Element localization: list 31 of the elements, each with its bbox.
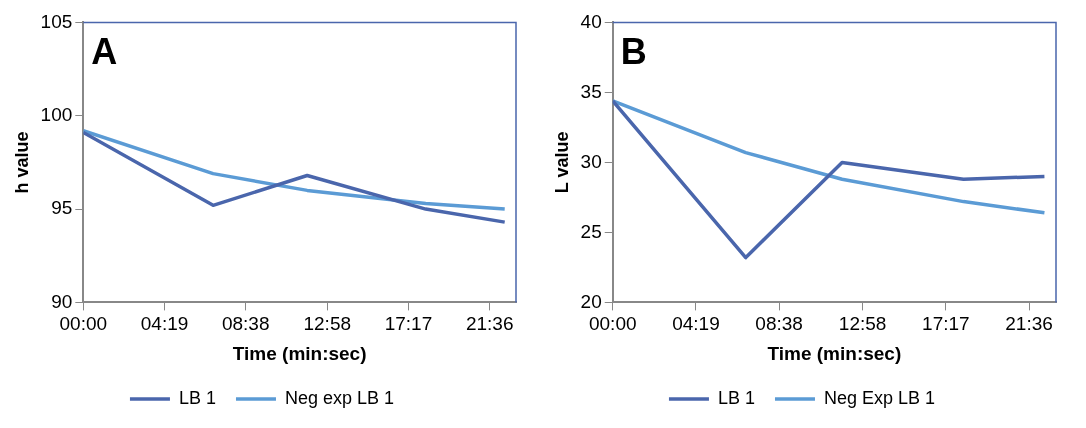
x-tick-label: 21:36 [465, 313, 514, 335]
y-tick-label: 25 [580, 220, 602, 242]
y-axis-title: L value [551, 131, 572, 194]
legend-label: LB 1 [717, 387, 755, 408]
y-tick-label: 90 [51, 290, 73, 312]
x-tick-label: 04:19 [140, 313, 189, 335]
legend-label: Neg exp LB 1 [284, 387, 395, 408]
y-tick-label: 95 [51, 197, 73, 219]
y-tick-label: 35 [580, 80, 602, 102]
x-tick-label: 00:00 [59, 313, 108, 335]
y-tick-label: 30 [580, 150, 602, 172]
x-axis-title: Time (min:sec) [767, 342, 902, 364]
y-tick-label: 40 [580, 10, 602, 32]
y-axis-title: h value [11, 131, 32, 194]
x-tick-label: 17:17 [922, 313, 970, 335]
chart-title: A [91, 31, 118, 73]
x-tick-label: 00:00 [588, 313, 637, 335]
legend-label: Neg Exp LB 1 [823, 387, 936, 408]
x-tick-label: 21:36 [1005, 313, 1053, 335]
y-tick-label: 20 [580, 290, 602, 312]
x-tick-label: 12:58 [303, 313, 352, 335]
x-tick-label: 08:38 [221, 313, 270, 335]
y-tick-label: 100 [40, 103, 73, 125]
y-tick-label: 105 [40, 10, 73, 32]
x-tick-label: 08:38 [755, 313, 803, 335]
chart-title: B [620, 31, 647, 73]
x-tick-label: 12:58 [838, 313, 887, 335]
x-tick-label: 04:19 [672, 313, 720, 335]
legend-label: LB 1 [178, 387, 216, 408]
x-axis-title: Time (min:sec) [232, 342, 367, 364]
x-tick-label: 17:17 [384, 313, 433, 335]
